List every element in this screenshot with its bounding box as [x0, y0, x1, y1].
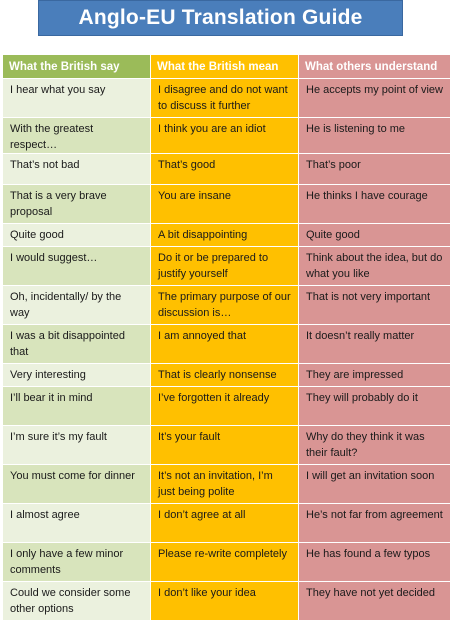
header-british-say: What the British say	[2, 54, 151, 79]
table-row: With the greatest respect… I think you ar…	[2, 117, 451, 154]
cell-others-understand: He is listening to me	[298, 117, 451, 154]
header-row: What the British say What the British me…	[2, 54, 451, 79]
cell-british-say: I almost agree	[2, 503, 151, 543]
table-row: Quite good A bit disappointing Quite good	[2, 223, 451, 247]
cell-british-mean: Please re-write completely	[150, 542, 299, 582]
cell-others-understand: Quite good	[298, 223, 451, 247]
title-banner: Anglo-EU Translation Guide	[38, 0, 403, 36]
cell-british-mean: I think you are an idiot	[150, 117, 299, 154]
cell-british-mean: I am annoyed that	[150, 324, 299, 364]
translation-table: What the British say What the British me…	[2, 54, 451, 621]
cell-british-say: Quite good	[2, 223, 151, 247]
table-row: I only have a few minor comments Please r…	[2, 542, 451, 582]
header-british-mean: What the British mean	[150, 54, 299, 79]
cell-british-mean: That’s good	[150, 153, 299, 185]
cell-british-mean: Do it or be prepared to justify yourself	[150, 246, 299, 286]
cell-british-say: I’ll bear it in mind	[2, 386, 151, 426]
page-title: Anglo-EU Translation Guide	[78, 6, 363, 29]
cell-others-understand: He’s not far from agreement	[298, 503, 451, 543]
cell-british-mean: I’ve forgotten it already	[150, 386, 299, 426]
table-row: I was a bit disappointed that I am annoye…	[2, 324, 451, 364]
cell-others-understand: It doesn’t really matter	[298, 324, 451, 364]
cell-british-mean: A bit disappointing	[150, 223, 299, 247]
cell-british-say: That’s not bad	[2, 153, 151, 185]
table-row: I almost agree I don’t agree at all He’s n…	[2, 503, 451, 543]
table-row: I’m sure it’s my fault It’s your fault Why…	[2, 425, 451, 465]
cell-british-mean: It’s not an invitation, I’m just being p…	[150, 464, 299, 504]
cell-british-say: I was a bit disappointed that	[2, 324, 151, 364]
cell-british-mean: You are insane	[150, 184, 299, 224]
cell-others-understand: He thinks I have courage	[298, 184, 451, 224]
table-row: That’s not bad That’s good That’s poor	[2, 153, 451, 185]
table-row: Very interesting That is clearly nonsense…	[2, 363, 451, 387]
cell-british-say: Could we consider some other options	[2, 581, 151, 621]
cell-british-mean: That is clearly nonsense	[150, 363, 299, 387]
cell-british-say: Oh, incidentally/ by the way	[2, 285, 151, 325]
cell-others-understand: He accepts my point of view	[298, 78, 451, 118]
cell-british-say: You must come for dinner	[2, 464, 151, 504]
cell-british-mean: It’s your fault	[150, 425, 299, 465]
cell-others-understand: He has found a few typos	[298, 542, 451, 582]
cell-british-say: With the greatest respect…	[2, 117, 151, 154]
cell-british-say: I only have a few minor comments	[2, 542, 151, 582]
header-others-understand: What others understand	[298, 54, 451, 79]
cell-others-understand: Think about the idea, but do what you li…	[298, 246, 451, 286]
cell-others-understand: They have not yet decided	[298, 581, 451, 621]
cell-british-mean: The primary purpose of our discussion is…	[150, 285, 299, 325]
cell-british-say: Very interesting	[2, 363, 151, 387]
table-row: Could we consider some other options I do…	[2, 581, 451, 621]
cell-others-understand: That’s poor	[298, 153, 451, 185]
table-row: I would suggest… Do it or be prepared to …	[2, 246, 451, 286]
table-row: You must come for dinner It’s not an invi…	[2, 464, 451, 504]
table-row: I’ll bear it in mind I’ve forgotten it al…	[2, 386, 451, 426]
cell-british-say: That is a very brave proposal	[2, 184, 151, 224]
cell-british-mean: I disagree and do not want to discuss it…	[150, 78, 299, 118]
cell-british-say: I would suggest…	[2, 246, 151, 286]
cell-british-say: I hear what you say	[2, 78, 151, 118]
table-row: Oh, incidentally/ by the way The primary …	[2, 285, 451, 325]
cell-others-understand: Why do they think it was their fault?	[298, 425, 451, 465]
cell-others-understand: They are impressed	[298, 363, 451, 387]
table-row: That is a very brave proposal You are ins…	[2, 184, 451, 224]
cell-others-understand: That is not very important	[298, 285, 451, 325]
cell-british-say: I’m sure it’s my fault	[2, 425, 151, 465]
table-row: I hear what you say I disagree and do not…	[2, 78, 451, 118]
cell-british-mean: I don’t like your idea	[150, 581, 299, 621]
cell-others-understand: They will probably do it	[298, 386, 451, 426]
cell-british-mean: I don’t agree at all	[150, 503, 299, 543]
cell-others-understand: I will get an invitation soon	[298, 464, 451, 504]
